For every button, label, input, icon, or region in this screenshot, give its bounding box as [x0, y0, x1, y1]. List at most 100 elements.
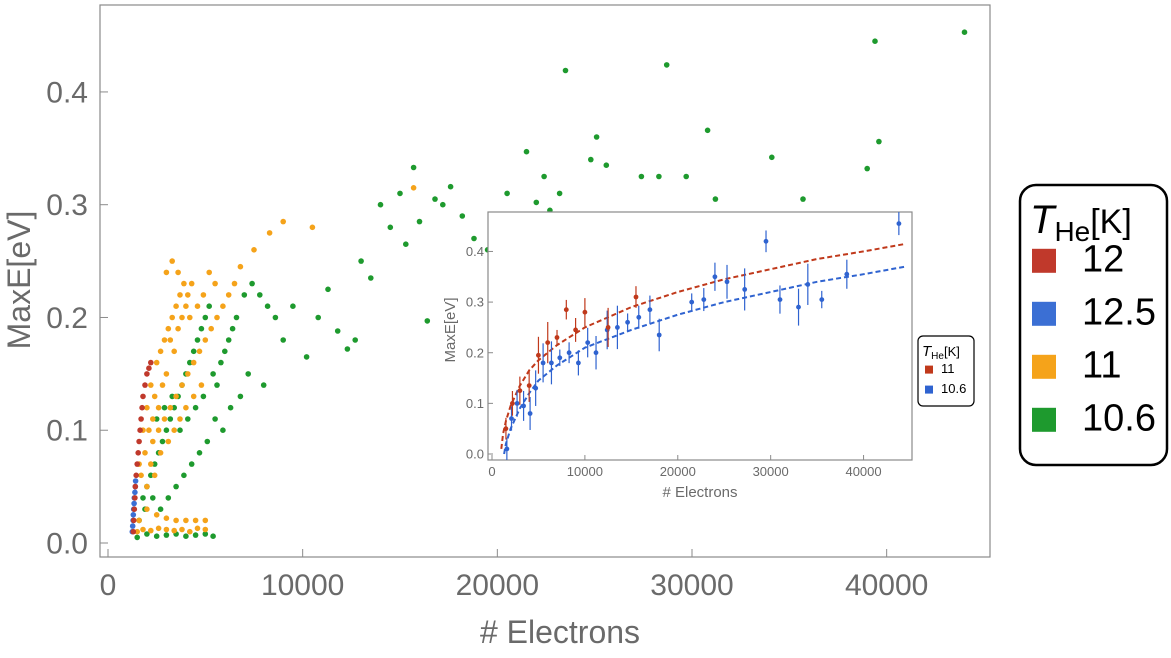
data-point-12 [131, 506, 138, 512]
data-point-10.6 [241, 292, 248, 298]
data-point-10.6 [504, 446, 510, 452]
data-point-10.6 [198, 325, 205, 332]
data-point-11 [167, 337, 174, 343]
data-point-11 [185, 292, 191, 298]
data-point-10.6 [796, 304, 801, 310]
legend-swatch-11 [925, 365, 933, 374]
data-point-10.6 [334, 328, 341, 334]
data-point-10.6 [237, 393, 244, 400]
data-point-10.6 [585, 340, 591, 345]
data-point-11 [175, 325, 181, 332]
data-point-11 [163, 269, 170, 276]
data-point-10.6 [212, 416, 218, 422]
inset-x-axis-label: # Electrons [662, 484, 737, 501]
data-point-10.6 [183, 533, 189, 539]
inset-y-axis-label: MaxE[eV] [442, 297, 459, 362]
legend-label-10.6: 10.6 [1082, 398, 1156, 440]
data-point-10.6 [181, 472, 187, 479]
data-point-11 [212, 280, 218, 287]
data-point-10.6 [169, 393, 175, 400]
x-tick-label: 30000 [650, 569, 733, 602]
data-point-10.6 [280, 337, 287, 343]
data-point-11 [545, 340, 551, 345]
data-point-12 [134, 461, 140, 467]
data-point-11 [148, 527, 154, 534]
data-point-10.6 [368, 275, 374, 281]
data-point-12.5 [129, 523, 136, 529]
data-point-10.6 [704, 127, 711, 134]
data-point-10.6 [220, 427, 226, 434]
legend-swatch-11 [1032, 354, 1056, 379]
data-point-10.6 [148, 472, 154, 479]
data-point-11 [173, 517, 179, 524]
data-point-10.6 [533, 385, 539, 391]
data-point-11 [251, 247, 257, 253]
data-point-10.6 [227, 404, 234, 411]
data-point-11 [163, 515, 170, 521]
data-point-11 [153, 512, 160, 518]
data-point-11 [177, 292, 183, 298]
data-point-10.6 [192, 532, 199, 538]
data-point-10.6 [161, 404, 168, 411]
data-point-10.6 [358, 258, 364, 264]
data-point-10.6 [876, 138, 882, 145]
data-point-11 [196, 348, 203, 355]
data-point-11 [410, 185, 417, 191]
data-point-10.6 [410, 164, 417, 171]
data-point-11 [169, 258, 175, 264]
fit-curve-11 [500, 242, 906, 450]
data-point-11 [194, 525, 201, 532]
x-tick-label: 40000 [845, 569, 928, 602]
data-point-10.6 [541, 173, 547, 180]
data-point-10.6 [576, 360, 581, 366]
legend-label-10.6: 10.6 [941, 381, 966, 396]
data-point-10.6 [218, 359, 224, 366]
data-point-11 [155, 525, 162, 532]
data-point-11 [187, 314, 193, 321]
data-point-11 [185, 371, 191, 377]
data-point-12 [130, 517, 137, 524]
data-point-10.6 [151, 461, 158, 467]
data-point-11 [202, 337, 209, 343]
data-point-10.6 [562, 67, 569, 74]
data-point-11 [159, 382, 166, 388]
x-tick-label: 30000 [753, 464, 789, 479]
data-point-11 [536, 352, 541, 358]
inset-plot-points [503, 212, 902, 461]
data-point-11 [151, 472, 158, 479]
data-point-11 [510, 401, 515, 406]
data-point-10.6 [202, 531, 209, 537]
inset-legend-title: THe[K] [922, 343, 960, 362]
data-point-10.6 [222, 348, 228, 355]
data-point-10.6 [533, 199, 540, 206]
data-point-10.6 [777, 297, 783, 302]
data-point-11 [177, 416, 183, 422]
data-point-11 [183, 517, 189, 524]
data-point-12.5 [130, 512, 137, 518]
data-point-10.6 [763, 238, 769, 244]
data-point-10.6 [625, 319, 630, 325]
data-point-11 [280, 218, 287, 225]
data-point-11 [171, 527, 177, 534]
data-point-10.6 [432, 196, 438, 202]
data-point-11 [134, 528, 140, 535]
data-point-11 [165, 438, 172, 445]
data-point-10.6 [344, 346, 351, 352]
data-point-10.6 [202, 314, 209, 321]
data-point-11 [157, 348, 164, 355]
data-point-10.6 [440, 201, 446, 208]
data-point-11 [573, 327, 578, 333]
data-point-12 [132, 483, 139, 490]
data-point-11 [231, 280, 238, 287]
data-point-10.6 [961, 29, 968, 35]
data-point-10.6 [177, 427, 183, 434]
data-point-11 [188, 280, 195, 287]
data-point-10.6 [397, 190, 403, 197]
data-point-10.6 [140, 495, 146, 501]
y-tick-label: 0.4 [466, 244, 484, 259]
data-point-10.6 [165, 495, 172, 501]
data-point-11 [173, 393, 179, 400]
data-point-11 [163, 526, 170, 533]
data-point-11 [138, 472, 144, 479]
data-point-11 [309, 224, 316, 231]
